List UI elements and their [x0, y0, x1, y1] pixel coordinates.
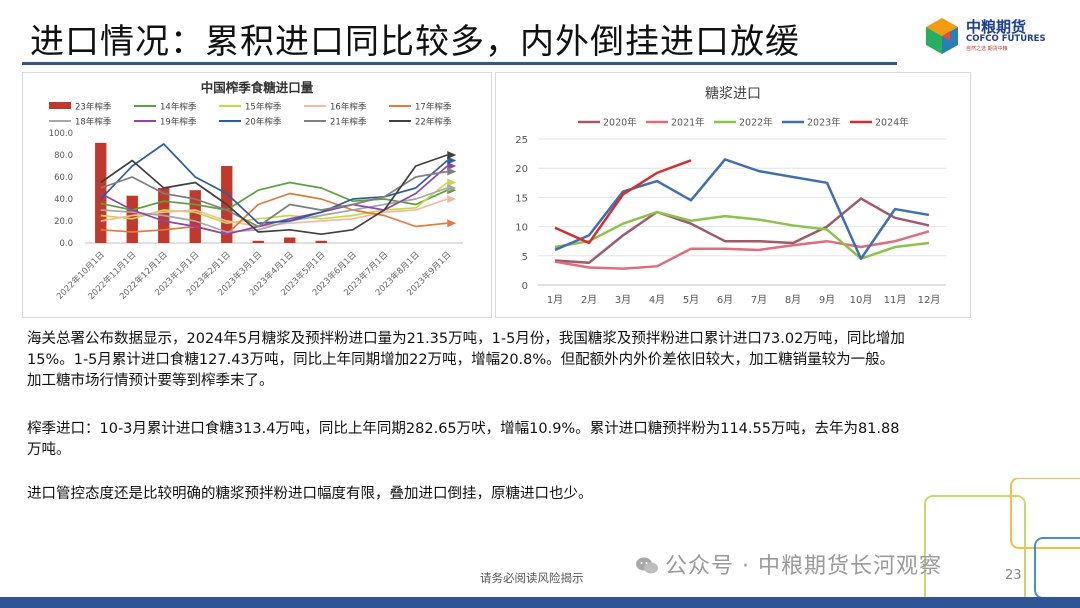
risk-disclaimer: 请务必阅读风险揭示 [480, 571, 584, 585]
page-number: 23 [1005, 568, 1022, 583]
series-line [554, 197, 930, 265]
logo-cn-name: 中粮期货 [966, 18, 1027, 36]
series-arrowhead [447, 178, 457, 187]
legend-label: 22年榨季 [415, 117, 452, 128]
x-tick-label: 2月 [581, 294, 597, 306]
bar [95, 142, 107, 243]
legend-label: 16年榨季 [330, 102, 367, 113]
y-tick-label: 25 [515, 135, 528, 146]
series-line [100, 154, 448, 236]
legend-label: 21年榨季 [330, 117, 367, 128]
y-tick-label: 100.0 [49, 129, 73, 139]
series-arrowhead [447, 184, 457, 192]
legend-label: 17年榨季 [415, 102, 452, 113]
series-line [554, 159, 692, 245]
y-tick-label: 15 [515, 193, 528, 204]
title-underline [22, 62, 897, 65]
legend-label: 2020年 [603, 117, 637, 129]
x-tick-label: 11月 [884, 294, 907, 306]
legend-label: 2023年 [807, 117, 841, 129]
chart-title: 糖浆进口 [705, 86, 761, 102]
y-tick-label: 5 [522, 252, 528, 263]
y-tick-label: 10 [515, 223, 528, 234]
x-tick-label: 7月 [751, 294, 767, 306]
series-line [100, 181, 448, 211]
bar [189, 190, 201, 243]
syrup-import-chart: 糖浆进口 2020年 2021年 2022年 2023年 2024年 0 5 10 15 20 25 1… [515, 86, 946, 306]
y-tick-label: 0.0 [59, 239, 73, 249]
paragraph-3: 进口管控态度还是比较明确的糖浆预拌粉进口幅度有限，叠加进口倒挂，原糖进口也少。 [27, 486, 593, 502]
legend-label: 2024年 [875, 117, 909, 129]
series-arrowhead [447, 167, 457, 176]
x-tick-label: 1月 [547, 294, 563, 306]
legend-label: 15年榨季 [245, 102, 282, 113]
paragraph-1: 海关总署公布数据显示，2024年5月糖浆及预拌粉进口量为21.35万吨，1-5月… [27, 331, 905, 389]
chart-title: 中国榨季食糖进口量 [201, 80, 314, 95]
series-line [100, 143, 448, 225]
cofco-logo: 中粮期货 COFCO FUTURES 自然之选 期货中粮 [922, 16, 1052, 60]
series-line [100, 192, 448, 236]
bottom-bar [0, 597, 1080, 608]
series-arrowhead [447, 162, 457, 170]
y-tick-label: 0 [522, 281, 528, 292]
legend-label: 2021年 [671, 117, 705, 129]
bar [284, 237, 296, 243]
y-tick-label: 80.0 [54, 151, 73, 161]
wechat-icon [635, 556, 659, 576]
bar [252, 240, 264, 243]
decorative-corner-frames [924, 478, 1080, 598]
series-line [554, 210, 930, 260]
series-line [554, 230, 930, 270]
syrup-import-chart-panel: 糖浆进口 2020年 2021年 2022年 2023年 2024年 0 5 10 15 20 25 1… [495, 72, 971, 318]
y-tick-label: 40.0 [54, 195, 73, 205]
cofco-logo-icon [926, 18, 958, 54]
series-line [554, 158, 930, 260]
y-tick-label: 20 [515, 164, 528, 175]
x-tick-label: 5月 [683, 294, 699, 306]
wechat-watermark: 公众号 · 中粮期货长河观察 [635, 548, 942, 580]
watermark-text: 公众号 · 中粮期货长河观察 [665, 554, 942, 579]
bar [315, 240, 327, 243]
legend-label: 2022年 [739, 117, 773, 129]
series-arrowhead [447, 195, 457, 203]
legend-swatch [49, 102, 71, 109]
slide-title: 进口情况：累积进口同比较多，内外倒挂进口放缓 [30, 22, 800, 62]
series-arrowhead [447, 219, 457, 228]
x-tick-label: 12月 [918, 294, 941, 306]
legend-label: 20年榨季 [245, 117, 282, 128]
x-tick-label: 6月 [717, 294, 733, 306]
x-tick-label: 4月 [649, 294, 665, 306]
y-tick-label: 60.0 [54, 173, 73, 183]
series-arrowhead [447, 156, 457, 165]
legend-label: 19年榨季 [160, 117, 197, 128]
series-line [100, 181, 448, 225]
series-line [100, 170, 448, 228]
logo-slogan: 自然之选 期货中粮 [966, 46, 1008, 52]
y-tick-label: 20.0 [54, 217, 73, 227]
import-volume-chart-panel: 中国榨季食糖进口量 23年榨季 14年榨季 15年榨季 16年榨季 17年榨季 18年榨季 1… [22, 72, 492, 318]
legend-label: 14年榨季 [160, 102, 197, 113]
x-tick-label: 8月 [785, 294, 801, 306]
x-tick-label: 10月 [850, 294, 873, 306]
legend-label: 23年榨季 [75, 102, 112, 113]
x-tick-label: 3月 [615, 294, 631, 306]
logo-en-name: COFCO FUTURES [966, 34, 1046, 44]
legend-label: 18年榨季 [75, 117, 112, 128]
x-tick-label: 9月 [819, 294, 835, 306]
paragraph-2: 榨季进口：10-3月累计进口食糖313.4万吨，同比上年同期282.65万吠，增… [27, 421, 900, 458]
series-arrowhead [447, 151, 457, 159]
